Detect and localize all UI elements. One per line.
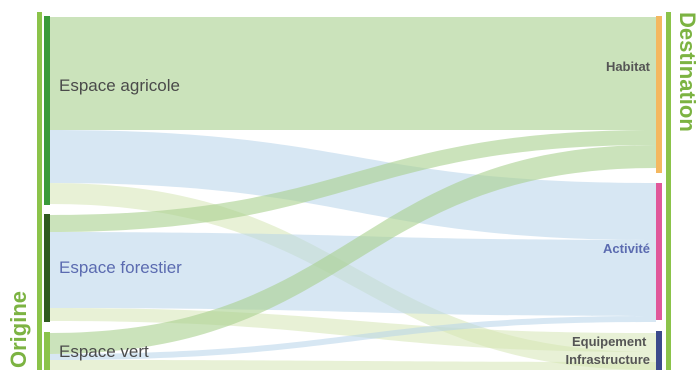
flows-group	[50, 17, 656, 370]
flow-vert-habitat	[50, 145, 656, 354]
destination-label-habitat: Habitat	[606, 59, 651, 74]
source-node-agricole	[44, 16, 50, 205]
origin-axis-label: Origine	[6, 291, 31, 368]
source-node-vert	[44, 332, 50, 370]
destination-axis-bar	[666, 12, 671, 370]
destination-label-equipement-line2: Infrastructure	[565, 352, 650, 367]
flow-vert-activite	[50, 316, 656, 360]
source-label-vert: Espace vert	[59, 342, 149, 361]
flow-vert-equip	[50, 360, 656, 370]
source-label-agricole: Espace agricole	[59, 76, 180, 95]
flow-forestier-activite	[50, 232, 656, 316]
flow-agricole-habitat	[50, 17, 656, 130]
destination-node-equipement	[656, 331, 662, 370]
destination-node-habitat	[656, 16, 662, 173]
source-label-forestier: Espace forestier	[59, 258, 182, 277]
origin-axis-bar	[37, 12, 42, 370]
source-node-forestier	[44, 214, 50, 322]
destination-node-activite	[656, 183, 662, 320]
destination-label-equipement-line1: Equipement	[572, 334, 647, 349]
destination-axis-label: Destination	[675, 12, 697, 132]
flow-forestier-habitat	[50, 130, 656, 232]
destination-label-equipement: Equipement Infrastructure	[565, 334, 650, 367]
destination-label-activite: Activité	[603, 241, 650, 256]
